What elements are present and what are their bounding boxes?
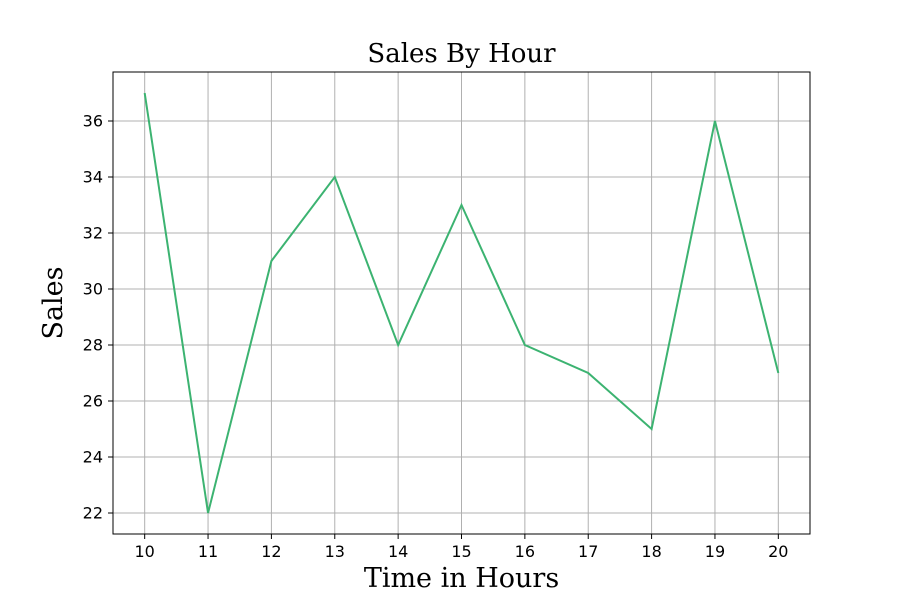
y-tick-label: 32 xyxy=(83,224,103,243)
y-tick-label: 30 xyxy=(83,280,103,299)
x-tick-label: 12 xyxy=(261,542,281,561)
y-tick-label: 28 xyxy=(83,336,103,355)
x-tick-label: 20 xyxy=(768,542,788,561)
x-tick-label: 10 xyxy=(135,542,155,561)
x-tick-label: 18 xyxy=(641,542,661,561)
chart-title: Sales By Hour xyxy=(367,39,556,69)
plot-frame xyxy=(112,71,811,535)
x-tick-label: 15 xyxy=(451,542,471,561)
x-tick-label: 17 xyxy=(578,542,598,561)
x-tick-label: 14 xyxy=(388,542,408,561)
y-tick-label: 22 xyxy=(83,504,103,523)
y-tick-label: 36 xyxy=(83,112,103,131)
x-tick-label: 16 xyxy=(515,542,535,561)
x-tick-label: 19 xyxy=(705,542,725,561)
x-tick-label: 13 xyxy=(325,542,345,561)
grid-layer xyxy=(113,72,810,534)
y-tick-label: 24 xyxy=(83,448,103,467)
x-axis-label: Time in Hours xyxy=(364,563,559,594)
series-line-0 xyxy=(143,92,780,514)
y-axis-label: Sales xyxy=(38,266,69,339)
y-tick-label: 26 xyxy=(83,392,103,411)
ticks-layer: 10 11 12 13 14 15 16 17 18 19 20 22 24 26 28 30 32 34 36 xyxy=(83,112,789,562)
y-tick-label: 34 xyxy=(83,168,103,187)
x-tick-label: 11 xyxy=(198,542,218,561)
series-layer xyxy=(143,92,780,514)
